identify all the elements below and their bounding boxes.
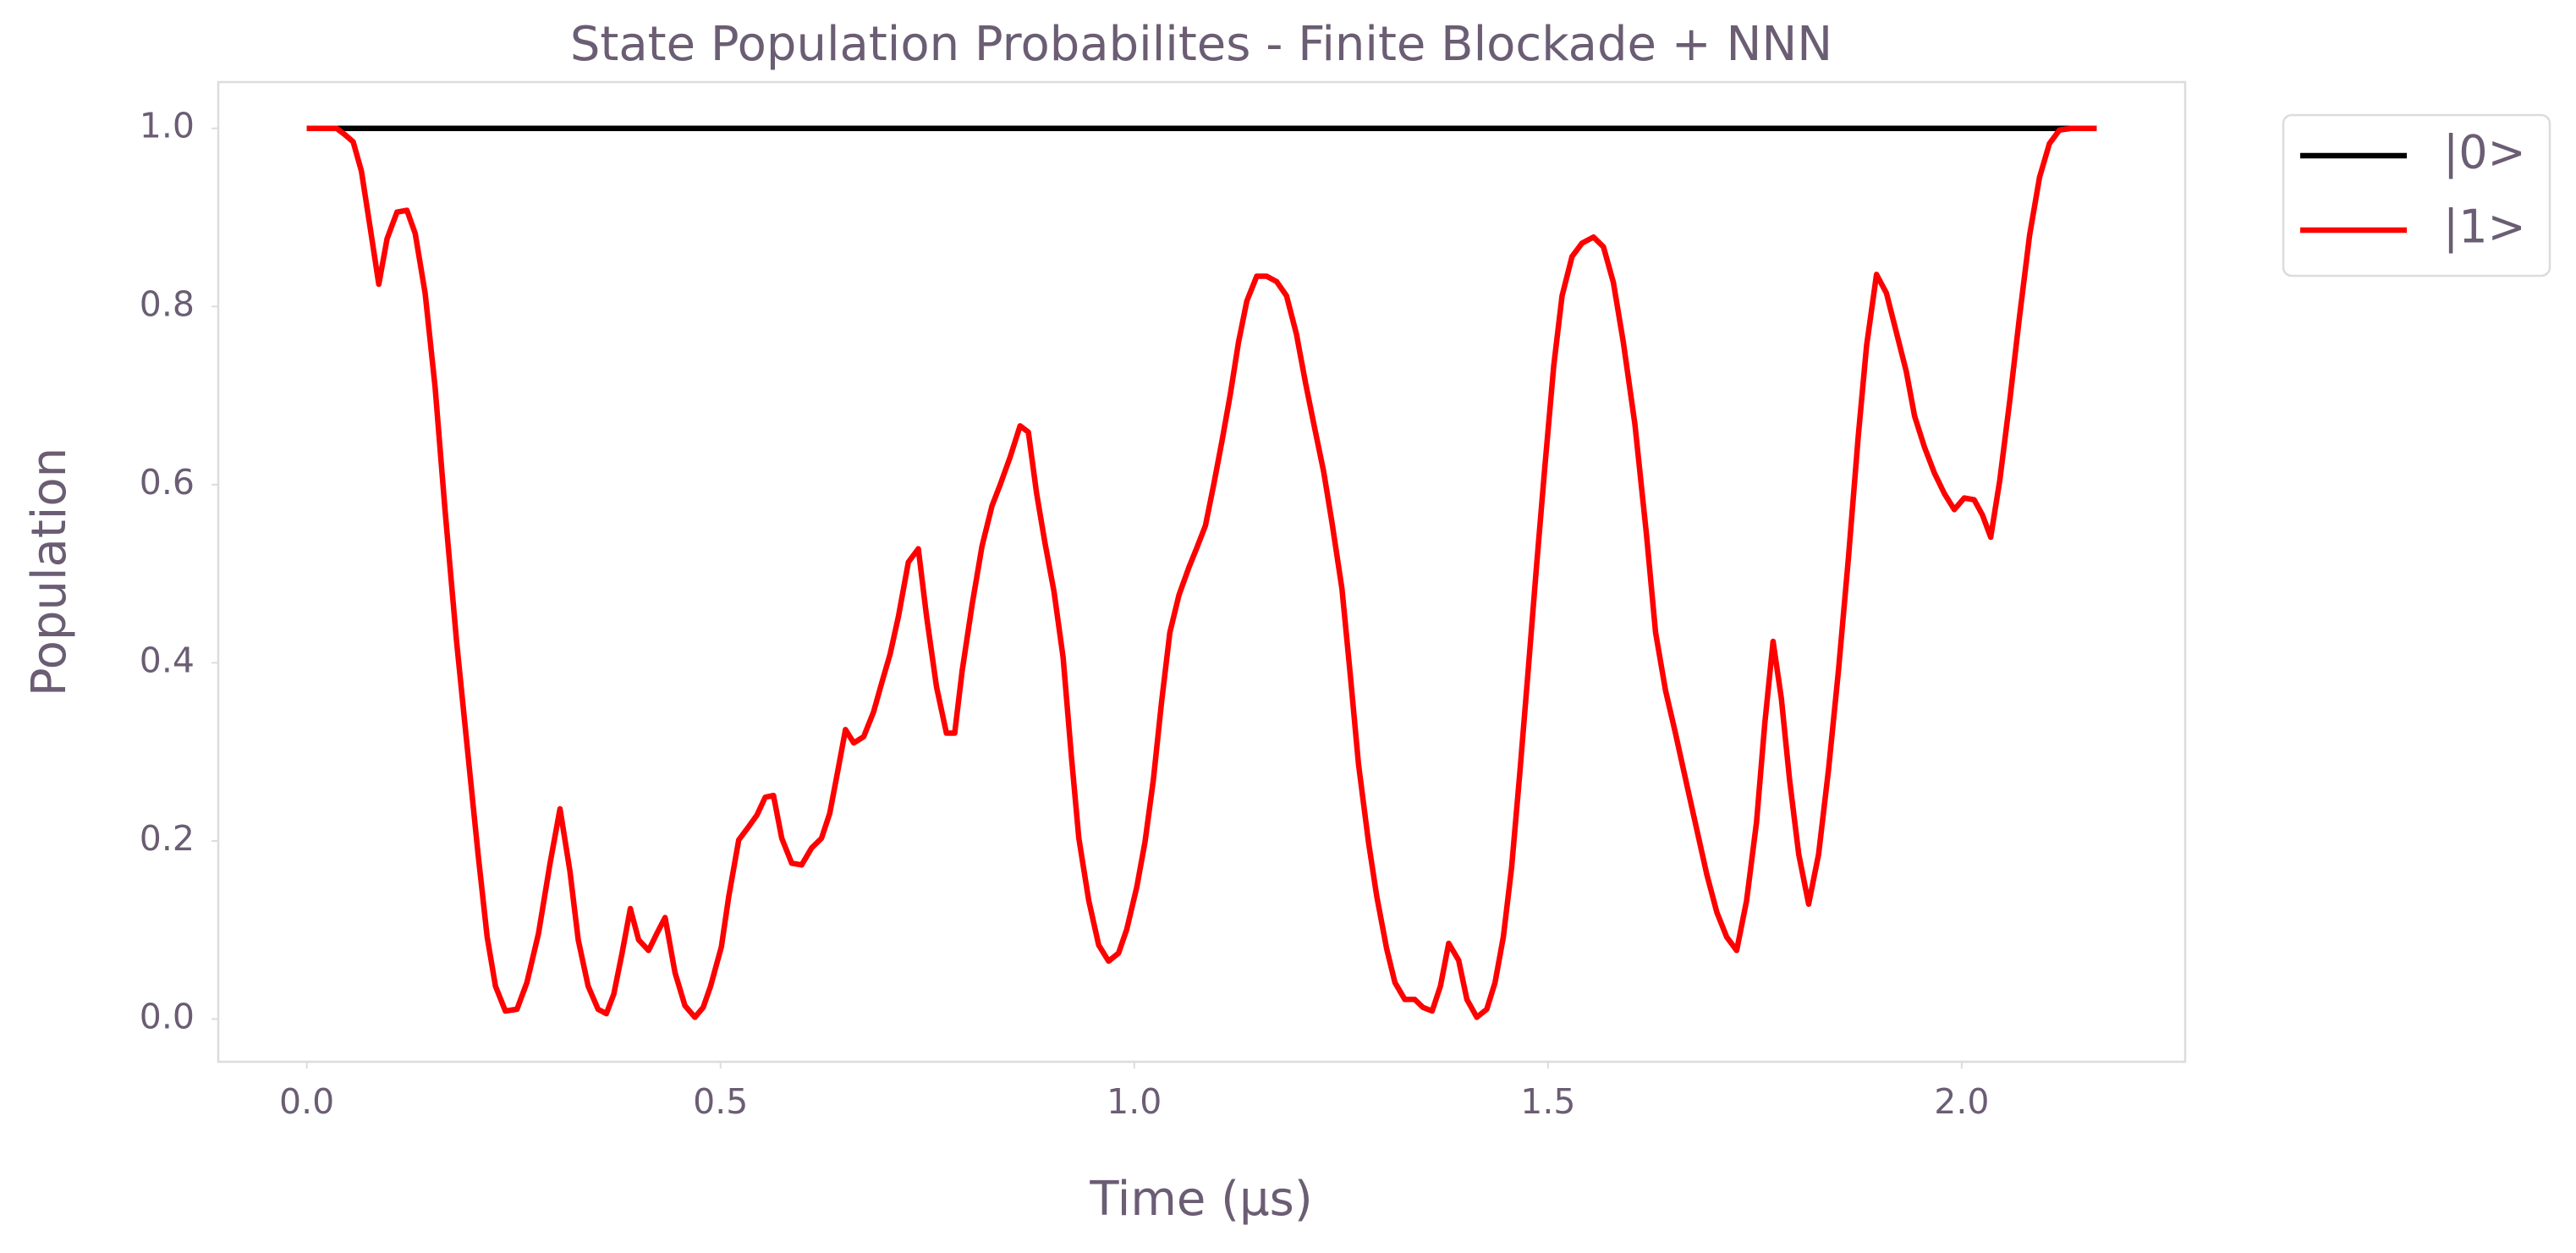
legend-label: |0> xyxy=(2443,126,2526,179)
series-line xyxy=(306,125,2097,1020)
plot-area: 0.0 0.2 0.4 0.6 0.8 1.0 0.0 0.5 1.0 1.5 2.0 xyxy=(140,106,2097,1122)
x-tick-label: 2.0 xyxy=(1934,1081,1989,1122)
plot-frame xyxy=(217,80,2187,1063)
y-tick-label: 0.2 xyxy=(140,818,195,859)
y-tick-label: 0.4 xyxy=(140,640,195,680)
y-tick-label: 0.8 xyxy=(140,283,195,324)
chart-title: State Population Probabilites - Finite B… xyxy=(570,17,1832,72)
y-tick-label: 0.0 xyxy=(140,996,195,1036)
x-tick-label: 0.0 xyxy=(279,1081,334,1122)
x-axis-label: Time (μs) xyxy=(1089,1172,1312,1227)
x-tick-label: 0.5 xyxy=(693,1081,748,1122)
y-tick-label: 0.6 xyxy=(140,462,195,503)
legend: |0>|1> xyxy=(2282,113,2551,278)
y-axis-label: Population xyxy=(22,448,77,696)
x-tick-label: 1.0 xyxy=(1107,1081,1162,1122)
legend-label: |1> xyxy=(2443,201,2526,254)
x-tick-label: 1.5 xyxy=(1520,1081,1575,1122)
y-tick-label: 1.0 xyxy=(140,106,195,146)
